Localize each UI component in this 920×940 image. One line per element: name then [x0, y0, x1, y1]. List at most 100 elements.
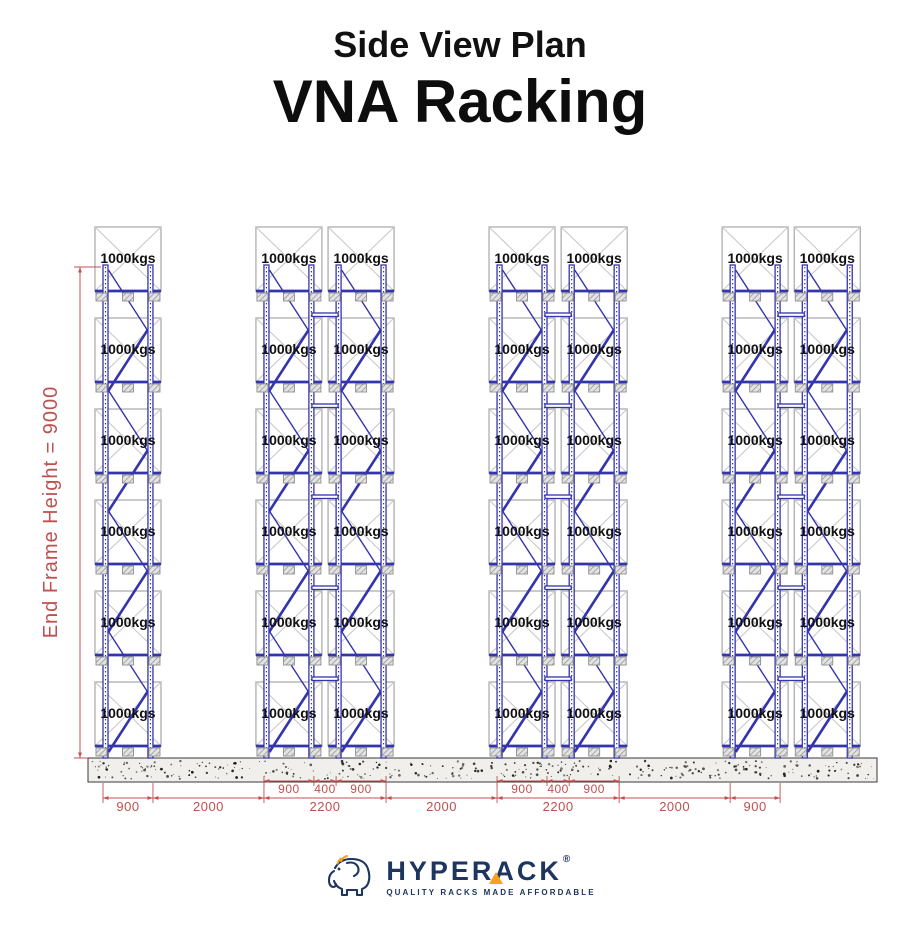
pallet-block [516, 565, 528, 575]
row-spacer [777, 676, 805, 682]
pallet-block [847, 565, 860, 575]
frame-brace [341, 390, 382, 452]
elephant-icon [328, 855, 371, 897]
frame-brace [574, 390, 615, 452]
pallet-block [794, 565, 807, 575]
load-capacity-label: 1000kgs [494, 614, 549, 630]
load-capacity-label: 1000kgs [727, 705, 782, 721]
frame-brace [574, 510, 615, 572]
frame-brace [734, 329, 776, 392]
pallet-block [722, 656, 735, 666]
pallet-block [821, 292, 834, 302]
pallet-block [122, 565, 134, 575]
pallet-block [328, 747, 341, 757]
pallet-block [381, 747, 394, 757]
frame-brace [573, 570, 615, 633]
pallet-block [847, 656, 860, 666]
pallet-block [588, 383, 601, 393]
load-capacity-label: 1000kgs [727, 250, 782, 266]
load-capacity-label: 1000kgs [727, 432, 782, 448]
pallet-block [489, 565, 502, 575]
load-capacity-label: 1000kgs [333, 250, 388, 266]
pallet-block [256, 383, 269, 393]
pallet-block [355, 474, 368, 484]
pallet-block [122, 292, 134, 302]
load-capacity-label: 1000kgs [100, 614, 155, 630]
pallet-block [381, 474, 394, 484]
page-subtitle: Side View Plan [333, 24, 587, 65]
dimension-label: 2000 [193, 799, 224, 814]
row-spacer [544, 676, 572, 682]
dimension-label: 900 [583, 782, 605, 796]
load-capacity-label: 1000kgs [494, 432, 549, 448]
frame-brace [107, 329, 149, 392]
pallet-block [775, 656, 788, 666]
pallet-block [328, 565, 341, 575]
dimension-label: 2000 [426, 799, 457, 814]
pallet-block [95, 383, 108, 393]
pallet-block [148, 292, 161, 302]
load-capacity-label: 1000kgs [567, 341, 622, 357]
load-capacity-label: 1000kgs [333, 614, 388, 630]
pallet-block [722, 565, 735, 575]
pallet-block [256, 747, 269, 757]
frame-brace [268, 510, 309, 572]
pallet-block [282, 565, 295, 575]
pallet-block [381, 656, 394, 666]
load-capacity-label: 1000kgs [494, 705, 549, 721]
load-capacity-label: 1000kgs [261, 341, 316, 357]
pallet-block [614, 474, 627, 484]
pallet-block [148, 656, 161, 666]
pallet-block [489, 474, 502, 484]
pallet-block [148, 747, 161, 757]
row-spacer [777, 585, 805, 591]
frame-brace [107, 691, 149, 753]
pallet-block [749, 474, 762, 484]
pallet-block [355, 656, 368, 666]
frame-brace [735, 510, 776, 572]
frame-brace [806, 329, 848, 392]
pallet-block [775, 747, 788, 757]
row-spacer [777, 312, 805, 318]
pallet-block [309, 383, 322, 393]
pallet-block [794, 292, 807, 302]
pallet-block [775, 292, 788, 302]
dimension-label: 400 [547, 782, 569, 796]
frame-brace [341, 510, 382, 572]
frame-brace [807, 390, 848, 452]
pallet-block [614, 383, 627, 393]
pallet-block [309, 292, 322, 302]
load-capacity-label: 1000kgs [100, 523, 155, 539]
registered-mark: ® [562, 853, 571, 865]
load-capacity-label: 1000kgs [800, 341, 855, 357]
load-capacity-label: 1000kgs [333, 523, 388, 539]
load-capacity-label: 1000kgs [100, 341, 155, 357]
row-spacer [544, 494, 572, 500]
pallet-block [749, 292, 762, 302]
frame-brace [268, 691, 310, 753]
pallet-block [95, 292, 108, 302]
load-capacity-label: 1000kgs [567, 614, 622, 630]
tower-1: 1000kgs 1000kgs 1000kgs 1000kgs 1000kgs 1000k… [94, 226, 162, 759]
load-capacity-label: 1000kgs [800, 250, 855, 266]
pallet-block [95, 474, 108, 484]
brand-row: HYPERACK ® [386, 853, 595, 885]
frame-brace [501, 390, 543, 452]
dimension-label: 2000 [659, 799, 690, 814]
pallet-block [516, 474, 528, 484]
pallet-block [749, 565, 762, 575]
height-dimension: End Frame Height = 9000 [40, 266, 101, 759]
frame-brace [107, 510, 149, 572]
load-capacity-label: 1000kgs [727, 614, 782, 630]
row-spacer [311, 676, 339, 682]
pallet-block [282, 656, 295, 666]
load-capacity-label: 1000kgs [100, 250, 155, 266]
dimension-label: 900 [278, 782, 300, 796]
pallet-block [122, 383, 134, 393]
load-capacity-label: 1000kgs [333, 705, 388, 721]
load-capacity-label: 1000kgs [567, 705, 622, 721]
pallet-block [847, 383, 860, 393]
frame-brace [806, 570, 848, 633]
load-capacity-label: 1000kgs [727, 523, 782, 539]
